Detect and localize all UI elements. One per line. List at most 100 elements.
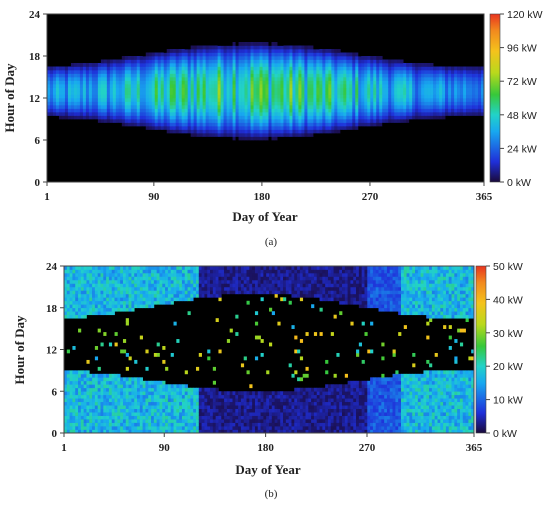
chart-a-cell <box>280 105 284 109</box>
chart-a-cell <box>412 91 416 95</box>
chart-b-cell <box>193 266 197 270</box>
chart-a-cell <box>85 101 90 106</box>
chart-a-cell <box>274 91 278 95</box>
chart-a-cell <box>244 84 248 88</box>
chart-b-cell <box>215 415 219 420</box>
chart-b-cell <box>72 311 76 316</box>
chart-a-cell <box>115 63 120 67</box>
chart-b-cell <box>66 429 70 434</box>
chart-a-cell <box>358 91 362 95</box>
chart-b-cell <box>252 290 256 295</box>
chart-b-cell <box>128 426 132 430</box>
chart-a-cell <box>454 98 458 102</box>
chart-b-cell <box>212 387 216 392</box>
chart-b-cell <box>226 269 231 274</box>
chart-a-cell <box>367 108 371 113</box>
chart-a-cell <box>271 94 275 99</box>
chart-a-cell <box>211 108 215 113</box>
chart-a-cell <box>55 112 60 116</box>
chart-b-cell <box>106 384 110 389</box>
chart-a-cell <box>145 91 150 95</box>
chart-b-cell <box>94 269 99 274</box>
chart-b-cell <box>86 283 90 288</box>
chart-a-cell <box>169 49 174 53</box>
chart-b-cell <box>190 387 194 392</box>
chart-b-cell <box>187 422 191 427</box>
chart-b-cell <box>156 380 160 385</box>
chart-a-cell <box>280 133 284 137</box>
chart-a-cell <box>262 108 266 113</box>
chart-b-cell <box>78 377 82 382</box>
chart-b-cell <box>210 279 214 284</box>
chart-a-cell <box>274 70 278 74</box>
chart-b-cell <box>137 266 141 270</box>
chart-a-cell <box>199 105 203 109</box>
chart-a-cell <box>148 56 153 60</box>
chart-a-cell <box>169 91 174 95</box>
chart-a-cell <box>370 98 374 102</box>
chart-b-cell <box>103 373 107 378</box>
chart-b-cell <box>148 272 152 277</box>
chart-b-cell <box>106 387 110 392</box>
chart-a-cell <box>463 77 467 81</box>
chart-a-cell <box>187 126 192 130</box>
chart-a-cell <box>208 73 212 78</box>
chart-a-cell <box>235 84 239 88</box>
chart-a-cell <box>403 63 407 67</box>
chart-a-cell <box>295 70 299 74</box>
chart-a-cell <box>391 108 395 113</box>
chart-a-cell <box>76 70 81 74</box>
chart-a-cell <box>400 59 404 64</box>
chart-a-cell <box>271 42 275 46</box>
chart-b-cell <box>195 415 200 420</box>
chart-a-cell <box>373 115 377 120</box>
chart-a-cell <box>67 115 72 120</box>
chart-a-cell <box>217 56 221 60</box>
chart-b-cell <box>207 266 211 270</box>
chart-b-cell <box>153 293 158 298</box>
chart-a-cell <box>214 84 218 88</box>
chart-b-cell <box>75 311 79 316</box>
chart-a-cell <box>184 122 189 127</box>
chart-a-cell <box>130 94 135 99</box>
chart-a-cell <box>265 42 269 46</box>
chart-b-cell <box>94 290 99 295</box>
chart-a-cell <box>274 101 278 106</box>
chart-a-cell <box>352 52 356 57</box>
chart-a-cell <box>130 105 135 109</box>
chart-a-cell <box>430 73 434 78</box>
chart-b-cell <box>218 398 222 403</box>
chart-a-cell <box>346 63 350 67</box>
chart-b-cell <box>89 398 93 403</box>
chart-a-cell <box>259 66 263 71</box>
chart-b-cell <box>238 429 242 434</box>
chart-a-cell <box>121 77 126 81</box>
chart-a-cell <box>118 101 123 106</box>
chart-b-cell <box>151 276 155 281</box>
chart-a-cell <box>145 56 150 60</box>
chart-b-cell <box>246 401 250 406</box>
chart-a-cell <box>292 66 296 71</box>
chart-b-cell <box>218 408 222 413</box>
chart-a-cell <box>226 105 230 109</box>
chart-a-cell <box>208 52 212 57</box>
chart-a-cell <box>325 77 329 81</box>
chart-a-cell <box>175 52 180 57</box>
chart-a-cell <box>247 77 251 81</box>
chart-b-cell <box>137 401 141 406</box>
chart-a-cell <box>283 70 287 74</box>
chart-a-cell <box>328 91 332 95</box>
chart-a-cell <box>358 105 362 109</box>
chart-b-cell <box>165 394 169 399</box>
chart-a-cell <box>145 101 150 106</box>
chart-a-cell <box>385 98 389 102</box>
chart-a-cell <box>358 119 362 123</box>
chart-a-cell <box>232 84 236 88</box>
chart-a-cell <box>136 70 141 74</box>
chart-a-cell <box>109 87 114 92</box>
chart-a-cell <box>250 122 254 127</box>
chart-a-cell <box>295 122 299 127</box>
chart-a-cell <box>298 73 302 78</box>
chart-a-cell <box>466 105 470 109</box>
chart-a-cell <box>175 98 180 102</box>
